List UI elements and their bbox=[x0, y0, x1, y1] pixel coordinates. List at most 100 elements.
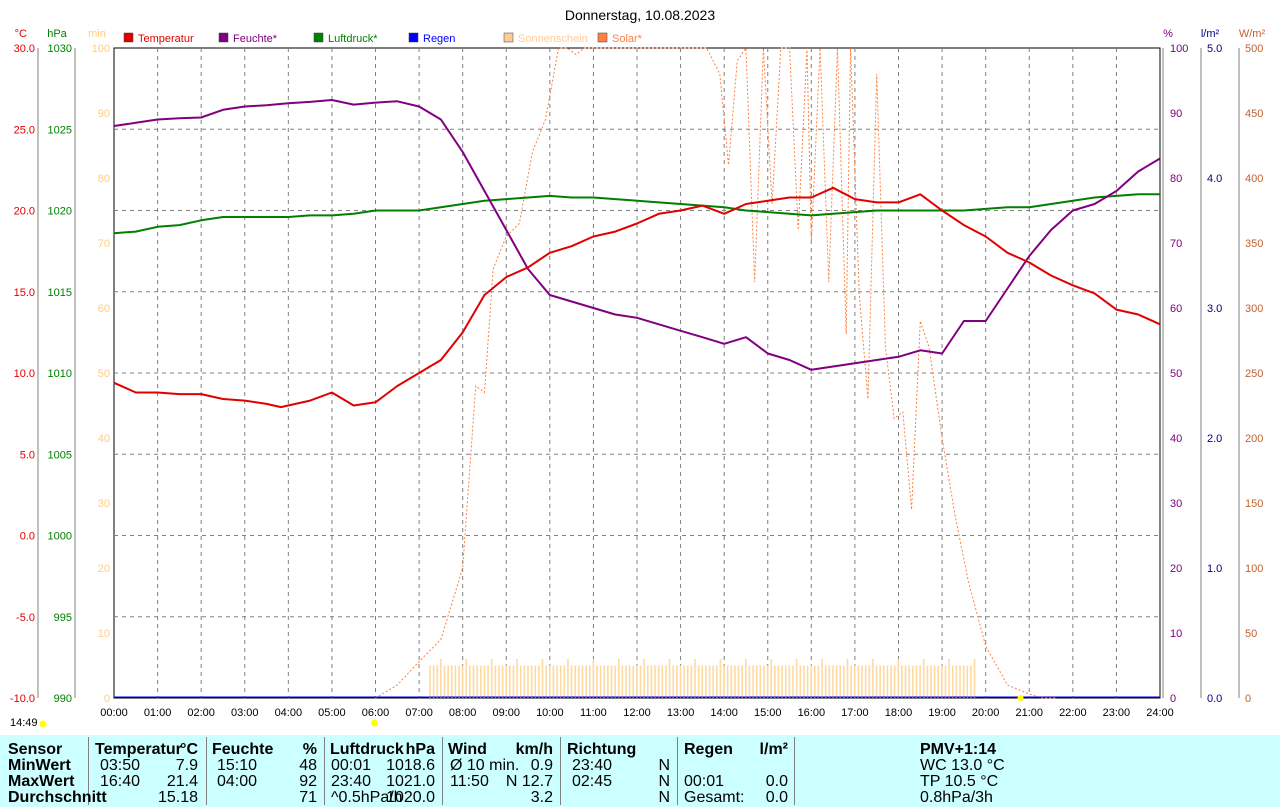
sunshine-bar bbox=[864, 665, 867, 698]
sunshine-bar bbox=[788, 665, 791, 698]
sunshine-bar bbox=[578, 665, 580, 698]
x-tick-label: 01:00 bbox=[144, 707, 172, 719]
temp-tick-label: 25.0 bbox=[14, 124, 35, 136]
sunmin-tick-label: 0 bbox=[104, 693, 110, 705]
pressure-axis-unit: hPa bbox=[47, 28, 67, 40]
sunshine-bar bbox=[846, 659, 849, 698]
sunshine-bar bbox=[781, 665, 783, 698]
humidity-tick-label: 90 bbox=[1170, 108, 1182, 120]
x-tick-label: 10:00 bbox=[536, 707, 564, 719]
sunshine-bar bbox=[734, 665, 736, 698]
stat-wind-t: Ø 10 min. bbox=[450, 757, 520, 774]
pressure-tick-label: 990 bbox=[54, 693, 72, 705]
sunshine-bar bbox=[625, 665, 627, 698]
sunshine-bar bbox=[723, 665, 725, 698]
stat-dir-v: N bbox=[658, 773, 670, 790]
sunshine-bar bbox=[872, 659, 874, 698]
sunshine-bar bbox=[970, 665, 972, 698]
sunshine-bar bbox=[440, 659, 442, 698]
rain-tick-label: 0.0 bbox=[1207, 693, 1222, 705]
sunshine-bar bbox=[490, 659, 493, 698]
stat-pmv: TP 10.5 °C bbox=[920, 773, 999, 790]
sunshine-bar bbox=[803, 665, 805, 698]
sunshine-bar bbox=[908, 665, 911, 698]
legend-label: Regen bbox=[423, 33, 455, 45]
temp-tick-label: -5.0 bbox=[16, 612, 35, 624]
solar-tick-label: 200 bbox=[1245, 433, 1263, 445]
x-tick-label: 11:00 bbox=[580, 707, 607, 719]
rain-tick-label: 1.0 bbox=[1207, 563, 1222, 575]
sunshine-bar bbox=[617, 659, 620, 698]
sunshine-bar bbox=[948, 659, 950, 698]
sunshine-bar bbox=[548, 665, 551, 698]
sunshine-bar bbox=[843, 665, 845, 698]
solar-tick-label: 100 bbox=[1245, 563, 1263, 575]
sunshine-bar bbox=[639, 665, 642, 698]
sunshine-bar bbox=[708, 665, 711, 698]
sunshine-bar bbox=[933, 665, 936, 698]
sunshine-bar bbox=[570, 665, 573, 698]
temp-tick-label: 30.0 bbox=[14, 43, 35, 55]
humidity-tick-label: 0 bbox=[1170, 693, 1176, 705]
stat-wind-v: 3.2 bbox=[530, 789, 553, 806]
temp-tick-label: -10.0 bbox=[10, 693, 35, 705]
sunshine-bar bbox=[875, 665, 878, 698]
sunshine-bar bbox=[941, 665, 943, 698]
sunshine-bar bbox=[737, 665, 740, 698]
stat-press-t: 23:40 bbox=[331, 773, 372, 790]
sunshine-bar bbox=[585, 665, 587, 698]
temp-axis-unit: °C bbox=[15, 28, 27, 40]
x-tick-label: 05:00 bbox=[318, 707, 346, 719]
sunmin-tick-label: 10 bbox=[98, 628, 110, 640]
temp-tick-label: 15.0 bbox=[14, 287, 35, 299]
sunshine-bar bbox=[741, 665, 744, 698]
sunshine-bar bbox=[581, 665, 584, 698]
sunshine-bar bbox=[752, 665, 754, 698]
sunshine-bar bbox=[469, 665, 471, 698]
solar-tick-label: 500 bbox=[1245, 43, 1263, 55]
stat-hum-v: 48 bbox=[299, 757, 317, 774]
sunshine-bar bbox=[563, 665, 566, 698]
stat-press-t: ^0.5hPa/h bbox=[331, 789, 403, 806]
sunshine-bar bbox=[432, 665, 435, 698]
sunshine-bar bbox=[509, 665, 511, 698]
sunshine-bar bbox=[959, 665, 961, 698]
x-tick-label: 19:00 bbox=[928, 707, 956, 719]
x-tick-label: 15:00 bbox=[754, 707, 782, 719]
sunshine-bar bbox=[538, 665, 540, 698]
stat-label: MaxWert bbox=[8, 773, 75, 790]
sunshine-bar bbox=[730, 665, 733, 698]
sunshine-bar bbox=[458, 665, 460, 698]
sunshine-bar bbox=[596, 665, 598, 698]
sunshine-bar bbox=[922, 659, 925, 698]
sunshine-bar bbox=[436, 665, 439, 698]
sunshine-bar bbox=[853, 665, 856, 698]
sunshine-bar bbox=[429, 665, 431, 698]
legend-swatch bbox=[503, 32, 514, 43]
sunshine-bar bbox=[766, 665, 769, 698]
humidity-tick-label: 100 bbox=[1170, 43, 1188, 55]
x-tick-label: 22:00 bbox=[1059, 707, 1087, 719]
stat-press-t: 00:01 bbox=[331, 757, 372, 774]
sunshine-bar bbox=[636, 665, 638, 698]
sunshine-bar bbox=[519, 665, 522, 698]
sunshine-bar bbox=[930, 665, 932, 698]
legend-swatch bbox=[408, 32, 419, 43]
rain-tick-label: 5.0 bbox=[1207, 43, 1222, 55]
sunshine-bar bbox=[821, 659, 823, 698]
legend-label: Temperatur bbox=[138, 33, 194, 45]
sunshine-bar bbox=[690, 665, 693, 698]
sunshine-bar bbox=[676, 665, 678, 698]
stat-rain-v: 0.0 bbox=[765, 789, 788, 806]
sunshine-bar bbox=[476, 665, 478, 698]
header-press: Luftdruck bbox=[330, 741, 404, 758]
sunshine-bar bbox=[777, 665, 780, 698]
sunshine-bar bbox=[835, 665, 838, 698]
series-line-temp bbox=[113, 186, 1161, 409]
sunshine-bar bbox=[915, 665, 918, 698]
stat-hum-v: 92 bbox=[299, 773, 317, 790]
pressure-tick-label: 1000 bbox=[48, 531, 72, 543]
stat-temp-t: 03:50 bbox=[100, 757, 141, 774]
x-tick-label: 14:00 bbox=[710, 707, 738, 719]
stat-press-v: 1018.6 bbox=[386, 757, 435, 774]
